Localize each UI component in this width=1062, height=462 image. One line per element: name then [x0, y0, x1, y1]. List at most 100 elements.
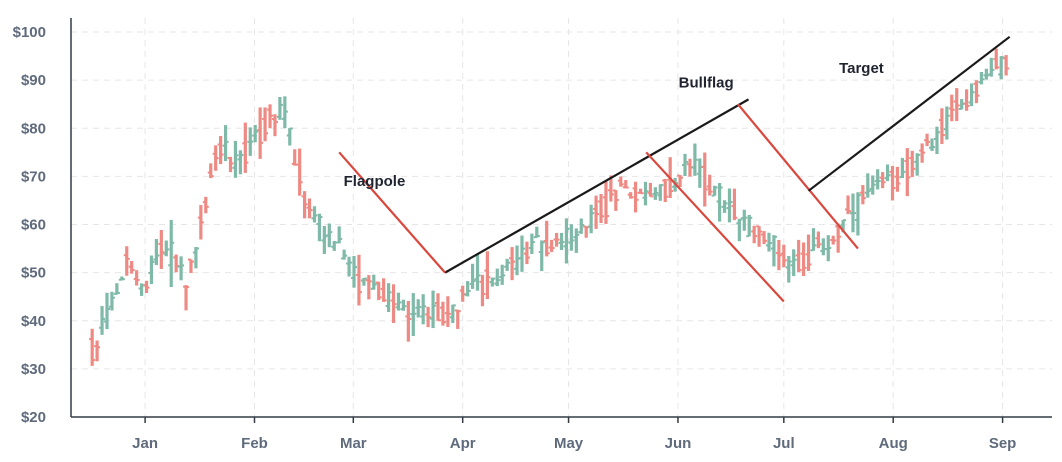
annotation-bullflag: Bullflag [679, 75, 734, 92]
ohlc-bar [963, 89, 970, 111]
ohlc-bar [899, 157, 906, 179]
ohlc-bar [716, 183, 723, 222]
ohlc-bar [153, 239, 160, 266]
ohlc-bar [825, 235, 832, 262]
ohlc-bar [518, 235, 525, 272]
ohlc-bar [405, 300, 412, 342]
ohlc-bar [464, 281, 471, 297]
ohlc-bar [731, 188, 738, 221]
ohlc-bar [756, 225, 763, 247]
ohlc-bar [568, 224, 575, 251]
ohlc-bar [232, 140, 239, 178]
ohlc-bar [202, 196, 209, 214]
ohlc-bar [919, 143, 926, 163]
ohlc-bar [691, 143, 698, 176]
ohlc-bar [953, 88, 960, 122]
ohlc-bar [523, 241, 530, 265]
ohlc-bar [148, 255, 155, 285]
x-tick-label: Mar [340, 435, 367, 452]
ohlc-bar [696, 158, 703, 188]
ohlc-bar [558, 232, 565, 250]
ohlc-bar [761, 231, 768, 245]
ohlc-bar [311, 206, 318, 223]
ohlc-bar [607, 175, 614, 202]
ohlc-bar [588, 204, 595, 234]
ohlc-bar [706, 174, 713, 196]
y-tick-label: $20 [21, 409, 46, 426]
ohlc-bar [879, 172, 886, 189]
ohlc-bar [835, 223, 842, 253]
ohlc-bar [948, 94, 955, 122]
ohlc-bar [370, 274, 377, 290]
ohlc-bar [484, 251, 491, 300]
ohlc-bar [296, 148, 303, 196]
ohlc-bar [390, 284, 397, 323]
ohlc-bar [257, 107, 264, 159]
y-tick-label: $30 [21, 361, 46, 378]
ohlc-bar [217, 136, 224, 165]
ohlc-bar [351, 255, 358, 288]
ohlc-bar [271, 114, 278, 137]
ohlc-bar [336, 226, 343, 244]
ohlc-bar [252, 124, 259, 143]
annotations: Flagpole Bullflag Target [344, 60, 884, 190]
ohlc-bar [267, 104, 274, 129]
ohlc-bar [790, 249, 797, 277]
ohlc-bar [291, 149, 298, 166]
ohlc-bar [795, 239, 802, 273]
ohlc-bar [321, 226, 328, 254]
ohlc-bar [533, 226, 540, 239]
annotation-flagpole: Flagpole [344, 173, 406, 190]
ohlc-bar [775, 239, 782, 271]
ohlc-bar [286, 127, 293, 146]
channel-line [338, 151, 446, 274]
ohlc-bar [425, 306, 432, 328]
annotation-target: Target [839, 60, 884, 77]
ohlc-bar [449, 304, 456, 324]
y-tick-label: $50 [21, 265, 46, 282]
ohlc-bar [543, 220, 550, 257]
ohlc-bar [770, 235, 777, 267]
ohlc-bar [99, 306, 106, 335]
x-tick-label: Feb [241, 435, 268, 452]
channel-line [645, 151, 785, 303]
axes [70, 18, 1052, 418]
x-tick-label: Jan [132, 435, 158, 452]
ohlc-bar [489, 277, 496, 287]
ohlc-bar [785, 255, 792, 283]
ohlc-bar [805, 234, 812, 271]
ohlc-bar [118, 276, 125, 281]
ohlc-bar [711, 185, 718, 197]
ohlc-bar [346, 256, 353, 277]
ohlc-bar [854, 192, 861, 236]
ohlc-bar [128, 260, 135, 274]
ohlc-bar [993, 48, 1000, 70]
ohlc-bar [133, 270, 140, 286]
ohlc-bar [849, 193, 856, 233]
ohlc-bar [326, 223, 333, 248]
x-tick-label: Jun [665, 435, 692, 452]
ohlc-bar [469, 263, 476, 289]
ohlc-bar [434, 293, 441, 322]
y-tick-label: $80 [21, 120, 46, 137]
ohlc-bar [593, 195, 600, 229]
ohlc-bar [637, 188, 644, 195]
ohlc-bar [237, 150, 244, 175]
ohlc-bar [375, 281, 382, 301]
x-tick-label: Aug [879, 435, 908, 452]
trend-lines [338, 35, 1011, 303]
ohlc-bar [751, 225, 758, 244]
ohlc-bar [859, 185, 866, 205]
ohlc-bar [439, 301, 446, 326]
ohlc-bar [864, 173, 871, 198]
y-tick-label: $40 [21, 313, 46, 330]
ohlc-bar [548, 239, 555, 253]
x-tick-labels: Jan Feb Mar Apr May Jun Jul Aug Sep [132, 435, 1016, 452]
ohlc-bar [701, 152, 708, 207]
ohlc-bar [207, 163, 214, 179]
ohlc-bar [924, 133, 931, 147]
ohlc-bar [509, 247, 516, 281]
ohlc-bar [612, 189, 619, 211]
ohlc-bar [894, 166, 901, 192]
